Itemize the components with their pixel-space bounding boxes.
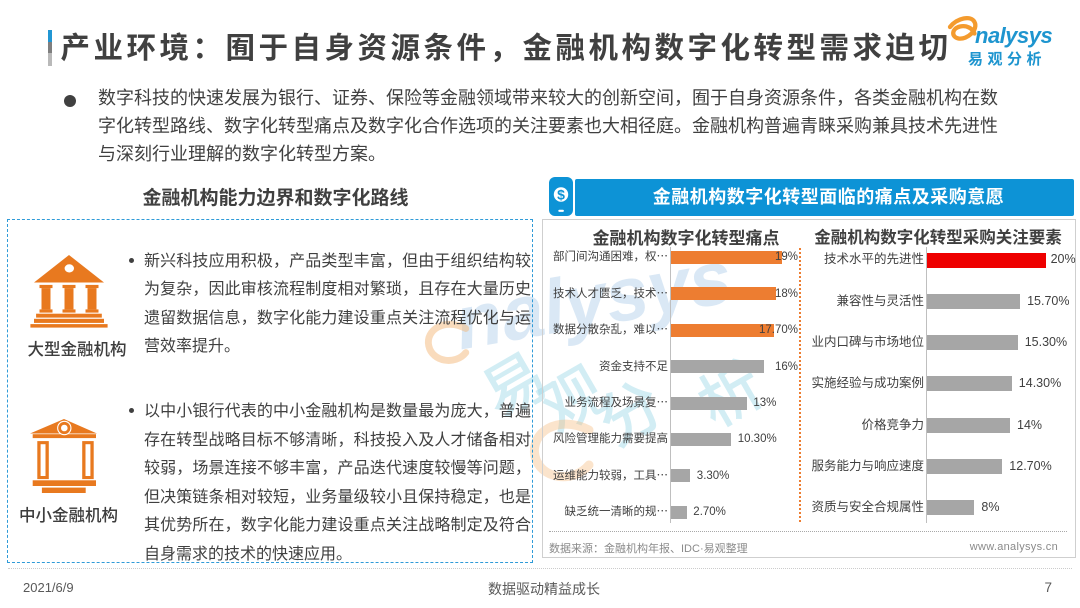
svg-text:nalysys: nalysys bbox=[975, 23, 1052, 48]
svg-text:易观分析: 易观分析 bbox=[968, 50, 1046, 68]
svg-text:$: $ bbox=[557, 187, 565, 203]
